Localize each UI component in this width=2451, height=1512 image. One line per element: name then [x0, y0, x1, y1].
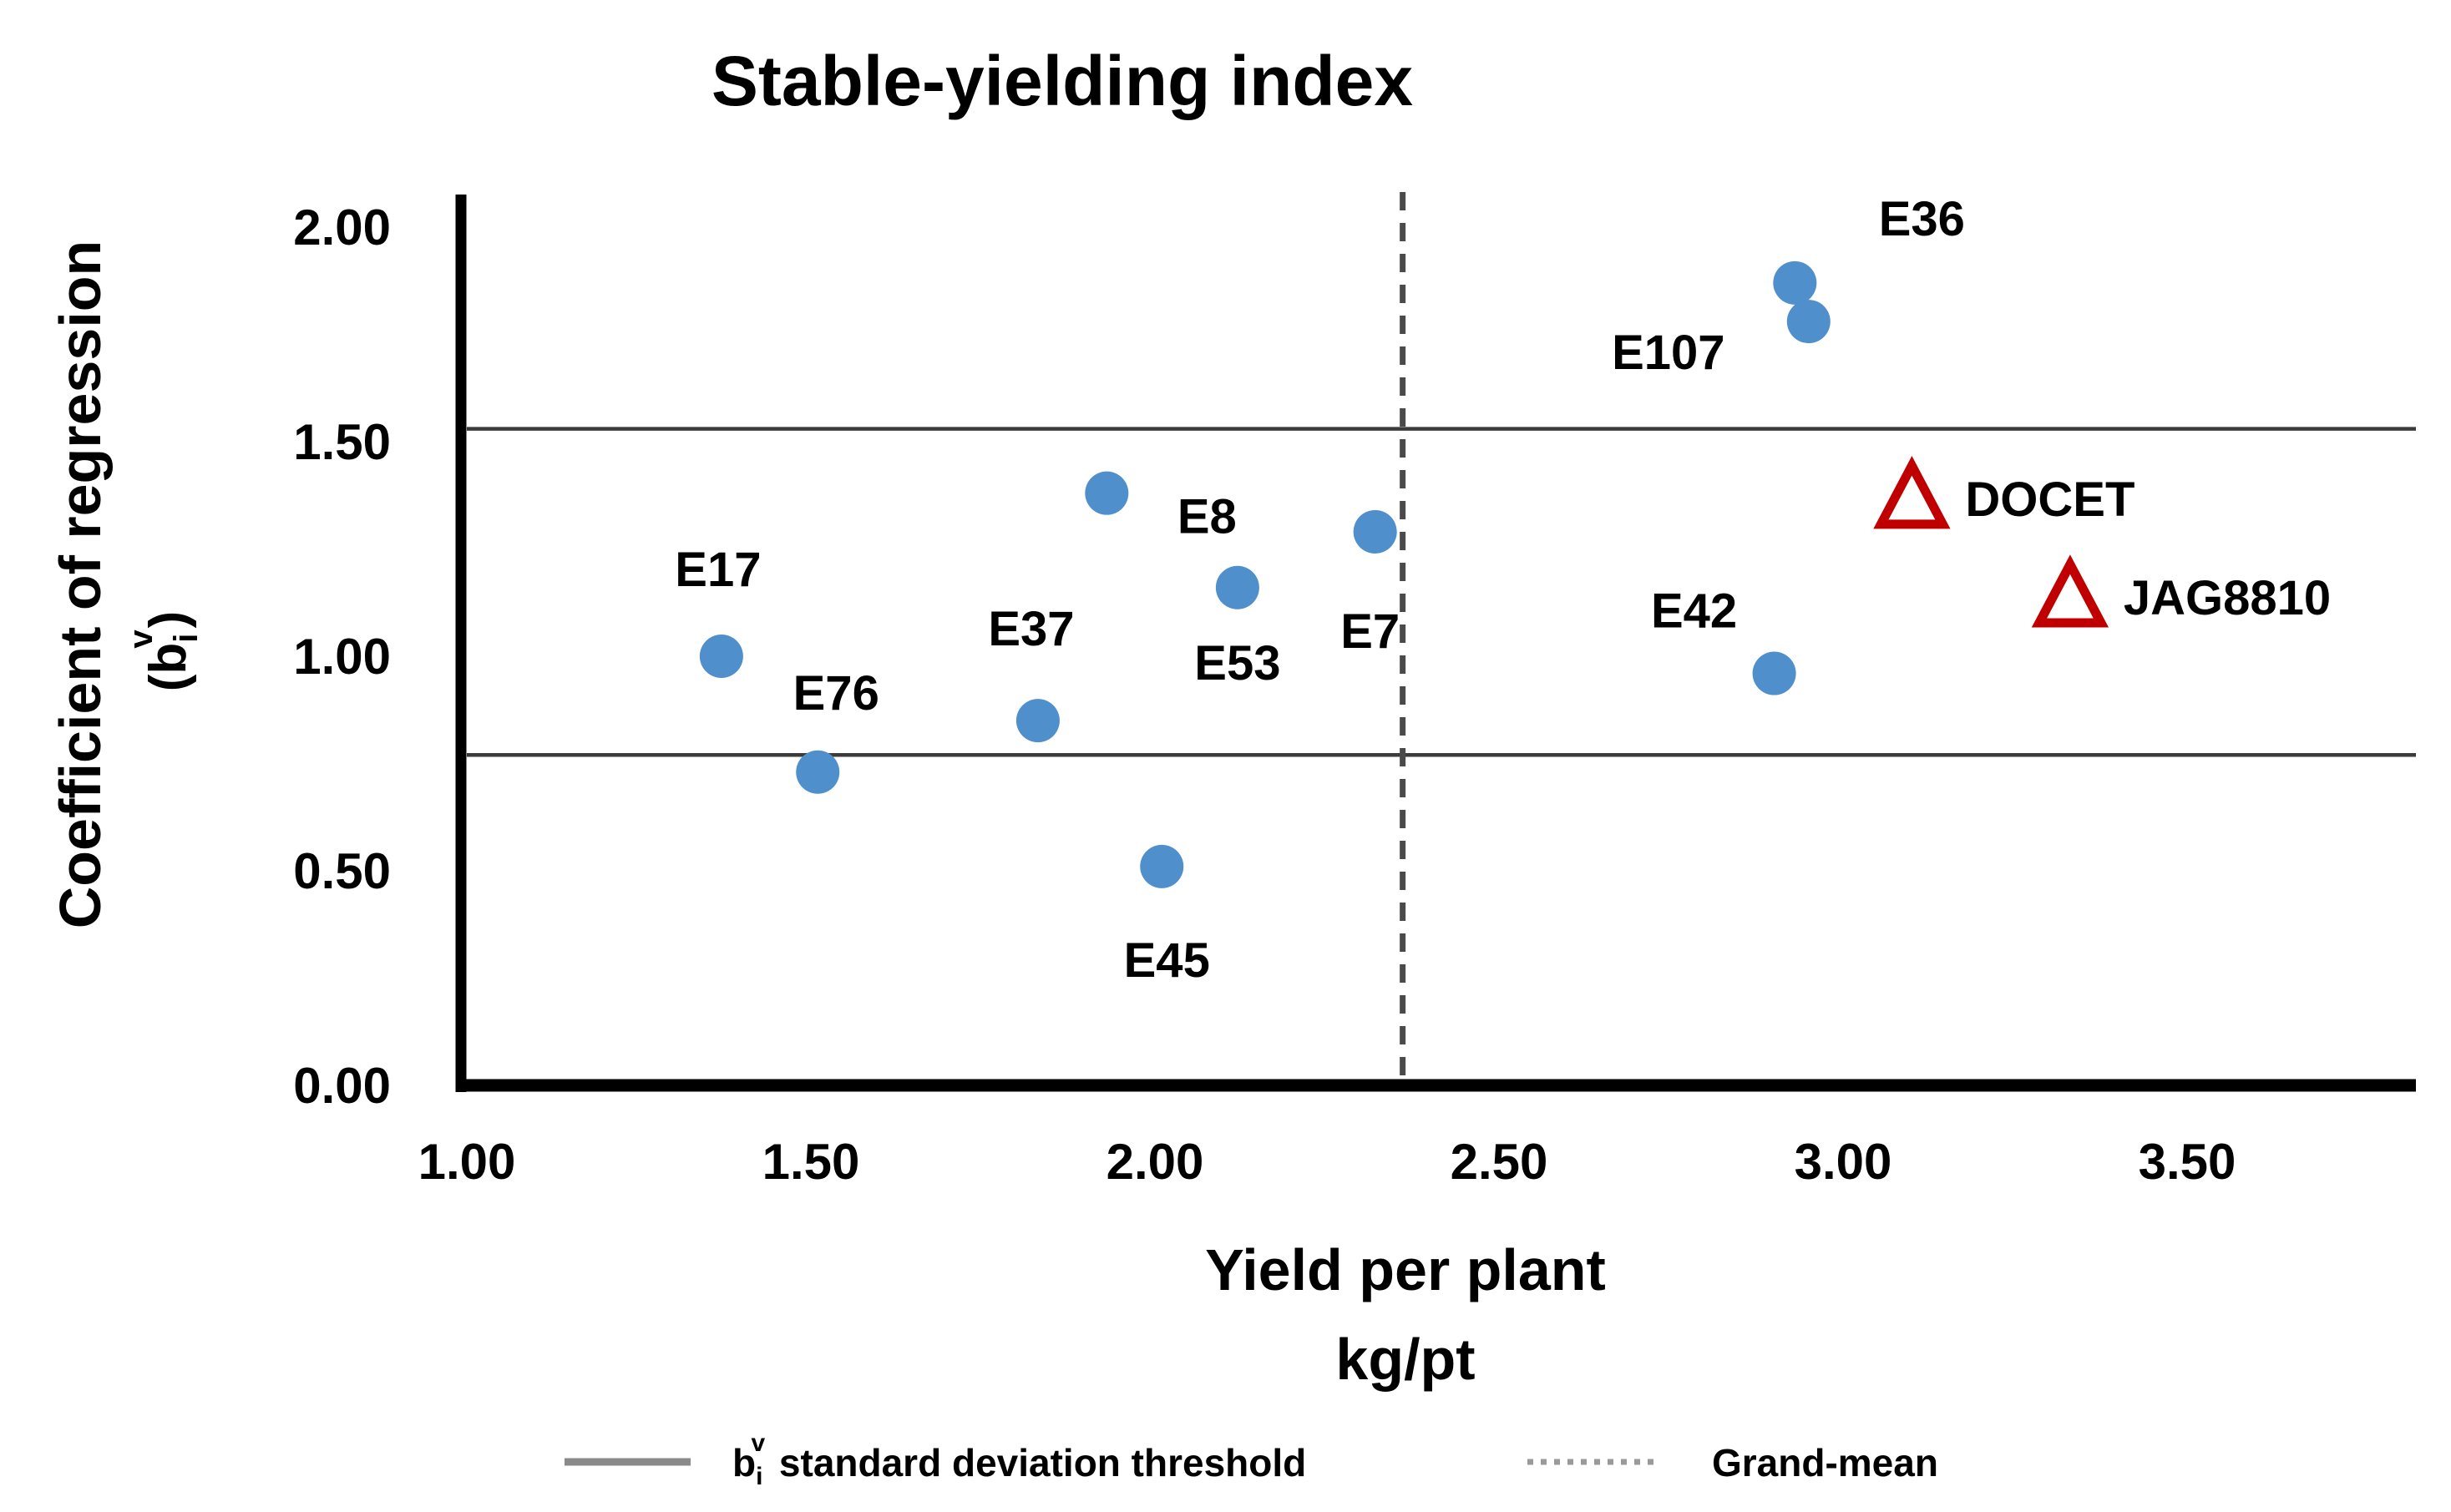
data-point-E7	[1353, 509, 1397, 554]
legend-threshold-label-part: b	[732, 1441, 756, 1484]
legend-threshold-label-part: i	[756, 1463, 762, 1490]
point-label-E37: E37	[988, 602, 1074, 656]
point-label-E17: E17	[675, 543, 761, 597]
data-point-E42	[1752, 651, 1796, 695]
threshold-lines-group	[467, 427, 2416, 757]
y-tick-label: 1.00	[293, 629, 391, 685]
point-label-E42: E42	[1651, 584, 1737, 639]
x-tick-labels-group: 1.00 1.50 2.00 2.50 3.00 3.50	[418, 1134, 2236, 1190]
y-axis-title: Coefficient of regression	[48, 240, 113, 929]
y-tick-label: 0.50	[293, 843, 391, 899]
x-tick-label: 2.00	[1106, 1134, 1204, 1190]
y-axis-unit-part: )	[139, 611, 197, 629]
y-tick-label: 0.00	[293, 1058, 391, 1114]
check-triangle-DOCET	[1873, 456, 1951, 529]
y-axis-unit: (biv)	[123, 611, 205, 692]
y-axis-unit-part: (b	[139, 643, 197, 692]
x-axis-title-line2: kg/pt	[1335, 1327, 1475, 1392]
x-tick-label: 1.00	[418, 1134, 516, 1190]
legend: biv standard deviation threshold Grand-m…	[565, 1429, 1938, 1490]
point-label-E36: E36	[1879, 192, 1965, 246]
data-point-E36	[1773, 260, 1817, 305]
y-tick-labels-group: 0.00 0.50 1.00 1.50 2.00	[293, 200, 391, 1114]
x-tick-label: 2.50	[1451, 1134, 1548, 1190]
x-axis-title-line1: Yield per plant	[1205, 1237, 1606, 1302]
data-point-E76	[796, 750, 840, 794]
legend-threshold-label-part: standard deviation threshold	[768, 1441, 1306, 1484]
data-point-E107	[1786, 300, 1831, 344]
x-tick-label: 3.00	[1795, 1134, 1892, 1190]
check-triangle-JAG8810	[2031, 554, 2109, 628]
check-label-DOCET: DOCET	[1965, 473, 2134, 527]
point-label-E53: E53	[1194, 636, 1280, 690]
point-label-E107: E107	[1612, 326, 1724, 380]
data-point-E37	[1015, 699, 1060, 743]
point-label-E7: E7	[1340, 604, 1400, 659]
legend-grand-mean-label: Grand-mean	[1712, 1441, 1938, 1484]
x-tick-label: 3.50	[2139, 1134, 2236, 1190]
y-axis-unit-part: v	[123, 630, 160, 649]
point-label-E8: E8	[1177, 490, 1237, 544]
chart-title: Stable-yielding index	[711, 42, 1413, 120]
data-point-E8	[1085, 471, 1129, 515]
y-tick-label: 1.50	[293, 414, 391, 470]
y-tick-label: 2.00	[293, 200, 391, 255]
y-axis-unit-part: i	[168, 634, 205, 643]
data-point-E53	[1215, 565, 1259, 609]
point-label-E76: E76	[793, 666, 879, 721]
legend-threshold-label-part: v	[751, 1429, 765, 1457]
data-points-group: E17 E76 E37 E45 E8 E53 E7 E107 E36 E42 DOCET JAG881…	[675, 192, 2331, 988]
x-tick-label: 1.50	[762, 1134, 860, 1190]
check-label-JAG8810: JAG8810	[2124, 571, 2331, 625]
legend-threshold-label: biv standard deviation threshold	[732, 1429, 1306, 1490]
point-label-E45: E45	[1124, 933, 1210, 988]
data-point-E17	[699, 635, 743, 678]
data-point-E45	[1140, 844, 1184, 888]
